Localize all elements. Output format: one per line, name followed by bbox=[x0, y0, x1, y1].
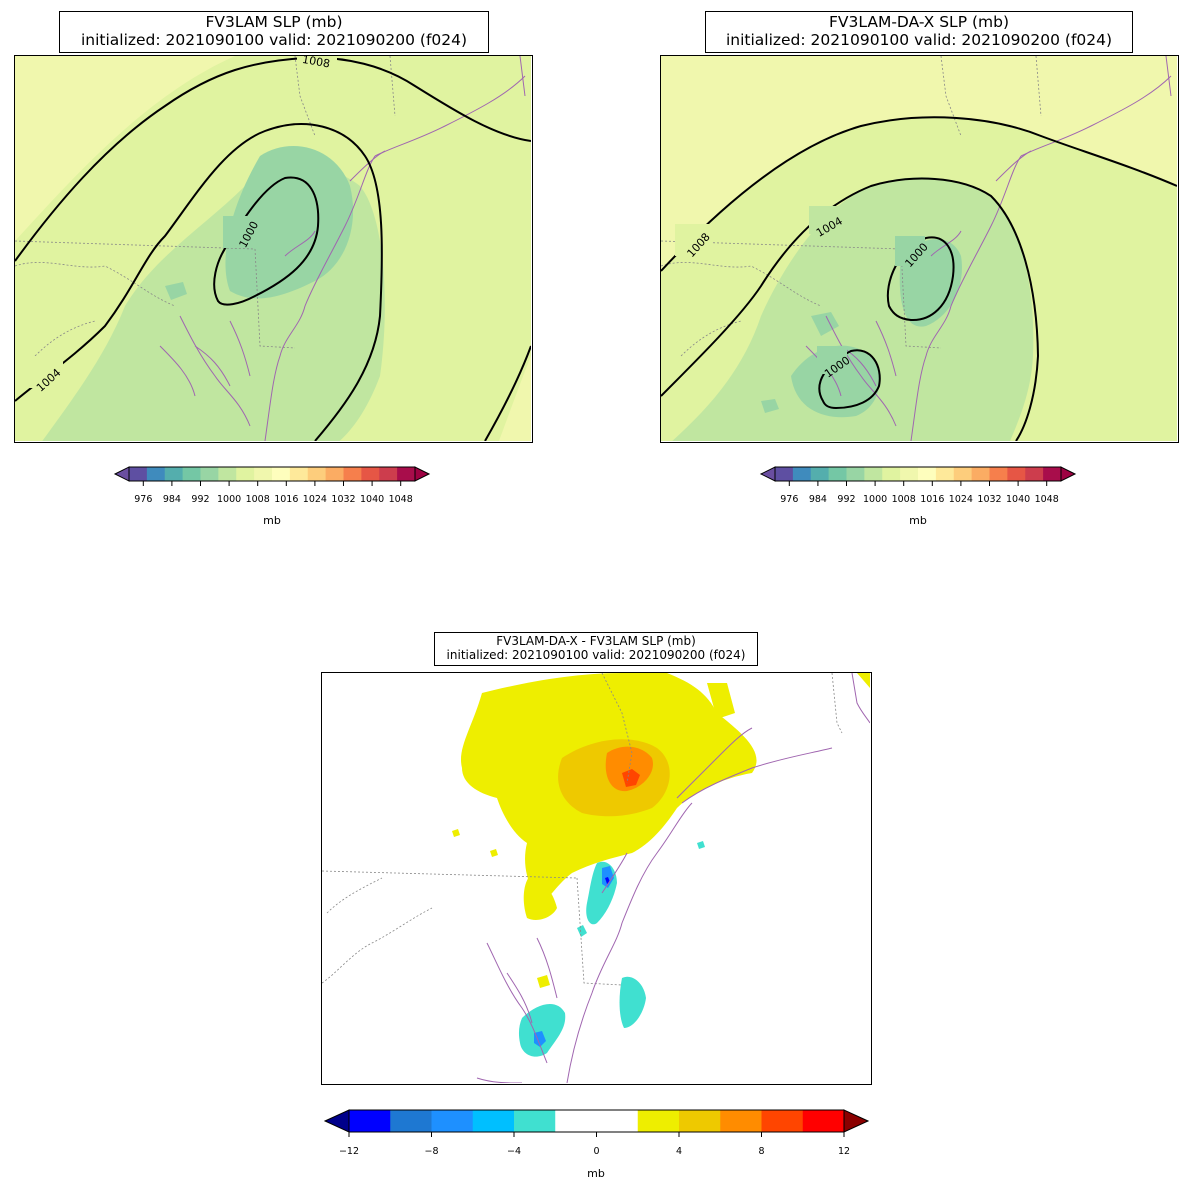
colorbar-segment bbox=[846, 467, 865, 481]
colorbar-tick-label: 1016 bbox=[274, 494, 299, 505]
colorbar-segment bbox=[146, 467, 166, 481]
colorbar-frame bbox=[774, 466, 1062, 482]
colorbar-tick-label: 1008 bbox=[245, 494, 270, 505]
colorbar-segment bbox=[272, 467, 291, 481]
colorbar-tick-label: 4 bbox=[675, 1146, 683, 1157]
colorbar-segment bbox=[200, 467, 219, 481]
panel3-colorbar: −12 −8 −4 0 4 8 12 mb bbox=[323, 1109, 870, 1184]
colorbar-tick-label: 984 bbox=[808, 494, 827, 505]
panel2-title: FV3LAM-DA-X SLP (mb) initialized: 202109… bbox=[705, 11, 1133, 53]
colorbar-tick-label: 1024 bbox=[948, 494, 973, 505]
colorbar-tick-label: −4 bbox=[506, 1146, 522, 1157]
colorbar-segment bbox=[390, 1110, 432, 1132]
colorbar-tick-label: −8 bbox=[424, 1146, 439, 1157]
colorbar-under-extension bbox=[759, 466, 776, 482]
colorbar-frame bbox=[128, 466, 416, 482]
colorbar-over-extension bbox=[1060, 466, 1077, 482]
colorbar-tick-label: 0 bbox=[593, 1146, 600, 1157]
colorbar-segment bbox=[361, 467, 380, 481]
panel3-title: FV3LAM-DA-X - FV3LAM SLP (mb) initialize… bbox=[434, 632, 758, 666]
colorbar-segment bbox=[514, 1110, 556, 1132]
colorbar-segment bbox=[254, 467, 273, 481]
colorbar-segment bbox=[761, 1110, 804, 1132]
colorbar-tick-label: 12 bbox=[837, 1146, 851, 1157]
colorbar-segment bbox=[289, 467, 309, 481]
colorbar-segment bbox=[596, 1110, 639, 1132]
panel2-colorbar: 976 984 992 1000 1008 1016 1024 1032 1040 1048 mb bbox=[759, 466, 1081, 536]
colorbar-tick-label: 1048 bbox=[1034, 494, 1059, 505]
colorbar-tick-label: 1008 bbox=[891, 494, 916, 505]
colorbar-segment bbox=[882, 467, 901, 481]
colorbar-segment bbox=[935, 467, 955, 481]
colorbar-segment bbox=[864, 467, 883, 481]
colorbar-segment bbox=[637, 1110, 680, 1132]
colorbar-segment bbox=[182, 467, 201, 481]
colorbar-tick-label: 1040 bbox=[360, 494, 385, 505]
colorbar-tick-label: −12 bbox=[338, 1146, 360, 1157]
colorbar-segment bbox=[989, 467, 1008, 481]
colorbar-tick-label: 1024 bbox=[302, 494, 327, 505]
colorbar-tick-label: 976 bbox=[134, 494, 153, 505]
colorbar-segment bbox=[218, 467, 237, 481]
colorbar-segment bbox=[431, 1110, 474, 1132]
colorbar-tick-label: 8 bbox=[758, 1146, 765, 1157]
colorbar-tick-label: 992 bbox=[191, 494, 210, 505]
panel3-colorbar-unit: mb bbox=[587, 1167, 605, 1180]
colorbar-tick-label: 984 bbox=[162, 494, 181, 505]
colorbar-under-extension bbox=[113, 466, 130, 482]
panel3-colorbar-bar bbox=[323, 1109, 870, 1137]
colorbar-tick-label: 1048 bbox=[388, 494, 413, 505]
colorbar-segment bbox=[1007, 467, 1026, 481]
panel2-colorbar-bar bbox=[759, 466, 1077, 486]
colorbar-segment bbox=[236, 467, 255, 481]
colorbar-segment bbox=[325, 467, 344, 481]
panel3-difference-map bbox=[321, 672, 872, 1085]
colorbar-tick-label: 1032 bbox=[331, 494, 356, 505]
colorbar-segment bbox=[307, 467, 327, 481]
contour-label-1008: 1008 bbox=[301, 56, 331, 71]
colorbar-segment bbox=[792, 467, 812, 481]
colorbar-tick-label: 1016 bbox=[920, 494, 945, 505]
colorbar-segment bbox=[918, 467, 937, 481]
colorbar-tick-label: 1000 bbox=[217, 494, 242, 505]
colorbar-segment bbox=[900, 467, 919, 481]
colorbar-segment bbox=[379, 467, 398, 481]
panel1-colorbar-unit: mb bbox=[263, 514, 281, 527]
colorbar-segment bbox=[164, 467, 184, 481]
colorbar-segment bbox=[472, 1110, 515, 1132]
panel2-colorbar-unit: mb bbox=[909, 514, 927, 527]
colorbar-tick-label: 1000 bbox=[863, 494, 888, 505]
colorbar-segment bbox=[775, 467, 794, 481]
colorbar-segment bbox=[349, 1110, 391, 1132]
panel1-slp-map: 1008 1000 1004 bbox=[14, 55, 533, 443]
colorbar-over-extension bbox=[843, 1109, 870, 1133]
panel1-colorbar-bar bbox=[113, 466, 431, 486]
panel1-title: FV3LAM SLP (mb) initialized: 2021090100 … bbox=[59, 11, 489, 53]
colorbar-tick-label: 976 bbox=[780, 494, 799, 505]
colorbar-segment bbox=[802, 1110, 845, 1132]
colorbar-over-extension bbox=[414, 466, 431, 482]
colorbar-segment bbox=[953, 467, 973, 481]
colorbar-segment bbox=[129, 467, 148, 481]
colorbar-segment bbox=[397, 467, 416, 481]
colorbar-under-extension bbox=[323, 1109, 350, 1133]
colorbar-tick-label: 1032 bbox=[977, 494, 1002, 505]
colorbar-segment bbox=[828, 467, 847, 481]
colorbar-tick-label: 1040 bbox=[1006, 494, 1031, 505]
colorbar-segment bbox=[555, 1110, 597, 1132]
colorbar-segment bbox=[1025, 467, 1044, 481]
colorbar-segment bbox=[679, 1110, 721, 1132]
colorbar-segment bbox=[1043, 467, 1062, 481]
colorbar-tick-label: 992 bbox=[837, 494, 856, 505]
colorbar-segment bbox=[971, 467, 990, 481]
colorbar-segment bbox=[343, 467, 362, 481]
colorbar-segment bbox=[720, 1110, 762, 1132]
colorbar-segment bbox=[810, 467, 830, 481]
panel1-colorbar: 976 984 992 1000 1008 1016 1024 1032 1040 1048 mb bbox=[113, 466, 435, 536]
panel2-slp-map: 1008 1004 1000 1000 bbox=[660, 55, 1179, 443]
